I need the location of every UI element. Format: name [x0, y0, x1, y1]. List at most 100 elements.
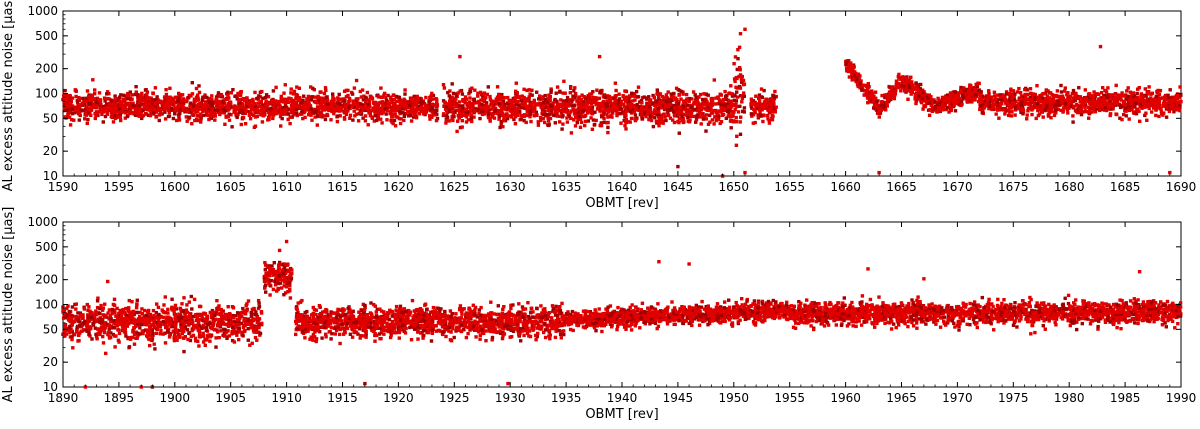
data-point: [305, 97, 309, 101]
data-point: [384, 95, 388, 100]
data-point: [970, 100, 974, 104]
data-point: [166, 97, 170, 101]
data-point: [680, 119, 684, 123]
data-point: [466, 104, 471, 108]
data-point: [579, 120, 584, 125]
data-point: [68, 123, 73, 127]
data-point: [597, 104, 602, 109]
data-point: [266, 118, 270, 122]
data-point: [989, 95, 994, 99]
data-point: [578, 117, 583, 121]
data-point: [598, 109, 602, 113]
data-point: [623, 99, 628, 103]
data-point: [1044, 88, 1048, 92]
data-point: [615, 111, 619, 116]
data-point: [362, 105, 366, 109]
data-point: [1045, 98, 1049, 102]
data-point: [1047, 103, 1051, 107]
data-point: [943, 95, 947, 100]
data-point: [137, 100, 141, 105]
data-point: [683, 106, 688, 110]
data-point: [655, 92, 659, 96]
data-point: [532, 113, 536, 117]
data-point: [918, 89, 922, 94]
data-point: [919, 82, 923, 87]
data-point: [170, 106, 174, 111]
data-point: [154, 114, 159, 119]
data-point: [626, 103, 630, 107]
data-point: [878, 107, 882, 112]
data-point: [1071, 99, 1075, 104]
data-point: [140, 99, 145, 103]
data-point: [769, 97, 773, 101]
data-point: [588, 92, 592, 96]
data-point: [1071, 88, 1076, 93]
data-point: [741, 78, 746, 83]
data-point: [1042, 103, 1047, 107]
data-point: [316, 109, 320, 113]
data-point: [264, 108, 269, 113]
data-point: [461, 98, 465, 102]
data-point: [1145, 90, 1149, 94]
data-point: [528, 115, 532, 119]
data-point: [175, 118, 179, 123]
data-point: [645, 97, 649, 101]
data-point: [257, 94, 261, 98]
data-point: [1144, 102, 1148, 106]
data-point: [443, 107, 448, 111]
data-point: [238, 93, 242, 97]
data-point: [736, 48, 740, 52]
data-point: [959, 103, 963, 108]
data-point: [394, 114, 398, 119]
data-point: [684, 92, 689, 97]
data-point: [428, 107, 433, 112]
data-point: [123, 116, 127, 120]
data-point: [1066, 91, 1070, 95]
data-point: [210, 110, 214, 114]
data-point: [1079, 112, 1084, 117]
data-point: [1164, 101, 1169, 106]
data-point: [556, 108, 560, 112]
data-point: [170, 100, 174, 104]
data-point: [628, 120, 632, 124]
data-point: [1158, 106, 1162, 111]
data-point: [686, 103, 690, 108]
data-point: [677, 93, 681, 97]
data-point: [870, 96, 874, 100]
data-point: [347, 105, 351, 109]
data-point: [864, 90, 868, 95]
data-point: [975, 94, 979, 99]
data-point: [628, 103, 632, 107]
data-point: [390, 115, 394, 119]
data-point: [928, 95, 932, 100]
data-point: [123, 106, 128, 110]
data-point: [274, 112, 278, 116]
data-point: [998, 104, 1002, 109]
data-point: [152, 107, 157, 111]
data-point: [87, 101, 91, 105]
data-point: [380, 121, 384, 125]
data-point: [444, 121, 448, 125]
data-point: [362, 94, 366, 98]
data-point: [241, 111, 245, 115]
data-point: [1117, 97, 1121, 101]
data-point: [742, 106, 747, 110]
data-point: [1114, 83, 1118, 88]
data-point: [355, 103, 359, 107]
data-point: [213, 118, 217, 122]
data-point: [714, 117, 719, 121]
data-point: [722, 102, 726, 106]
data-point: [665, 99, 669, 103]
data-point: [652, 96, 656, 100]
data-point: [1009, 87, 1013, 91]
data-point: [226, 90, 230, 94]
data-point: [559, 98, 563, 102]
data-point: [96, 111, 100, 115]
data-point: [717, 109, 722, 113]
data-point: [552, 113, 556, 117]
data-point: [1034, 116, 1038, 121]
data-point: [1086, 95, 1090, 99]
data-point: [758, 108, 762, 112]
data-point: [418, 96, 422, 101]
